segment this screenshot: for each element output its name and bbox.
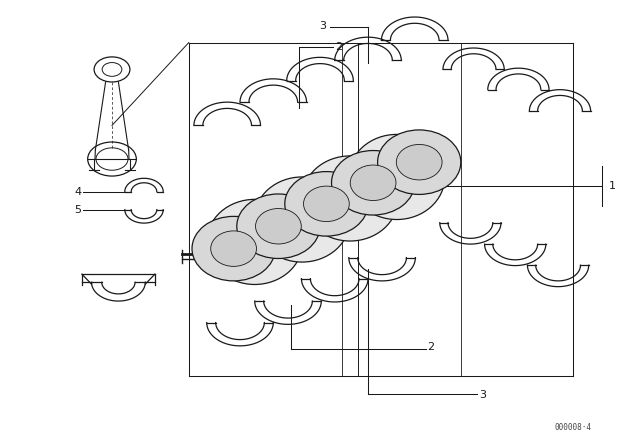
Ellipse shape: [237, 194, 320, 258]
Text: 3: 3: [479, 390, 486, 400]
Text: 2: 2: [335, 42, 342, 52]
Ellipse shape: [378, 130, 461, 194]
Ellipse shape: [349, 134, 445, 220]
Ellipse shape: [254, 177, 350, 262]
Text: 1: 1: [609, 181, 616, 191]
Ellipse shape: [192, 216, 275, 281]
Ellipse shape: [207, 199, 303, 284]
Ellipse shape: [303, 186, 349, 222]
Ellipse shape: [396, 144, 442, 180]
Ellipse shape: [211, 231, 257, 267]
Ellipse shape: [285, 172, 368, 236]
Text: 4: 4: [74, 187, 81, 197]
Text: 000008·4: 000008·4: [554, 423, 591, 432]
Ellipse shape: [302, 156, 398, 241]
Text: 3: 3: [319, 21, 326, 31]
Ellipse shape: [332, 151, 415, 215]
Ellipse shape: [350, 165, 396, 201]
Ellipse shape: [255, 208, 301, 244]
Text: 2: 2: [428, 342, 435, 352]
Text: 5: 5: [74, 205, 81, 215]
